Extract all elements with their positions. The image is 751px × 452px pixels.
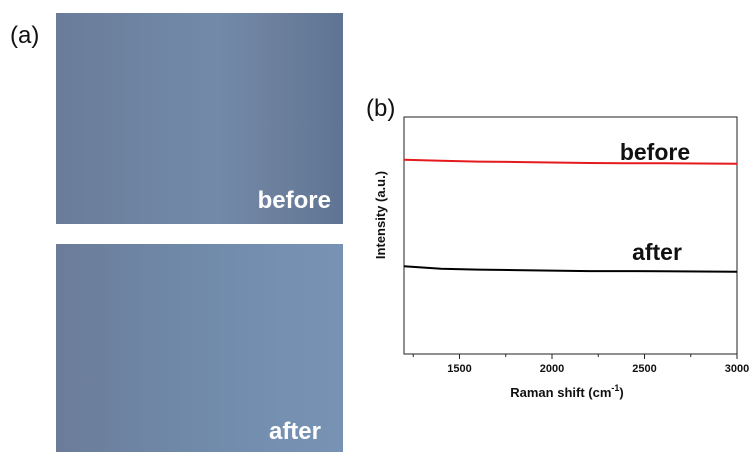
x-axis-title-main: Raman shift (cm [510, 385, 611, 400]
curve-label-after: after [632, 239, 682, 265]
photo-before: before [56, 13, 343, 224]
curve-label-before: before [620, 139, 690, 165]
plot-frame [403, 116, 738, 355]
photo-after: after [56, 244, 343, 452]
x-axis-title-superscript: -1 [611, 383, 619, 393]
panel-a-label: (a) [10, 22, 40, 49]
panel-b-label: (b) [366, 95, 396, 122]
x-tick-label: 2500 [632, 363, 656, 375]
photo-after-caption: after [268, 418, 321, 445]
spectrum-line-before [403, 158, 738, 165]
spectra-curves [403, 158, 738, 273]
curve-labels: before after [620, 139, 690, 265]
photo-before-caption: before [257, 187, 331, 214]
x-axis-title-suffix: ) [619, 385, 623, 400]
y-axis-title: Intensity (a.u.) [373, 171, 388, 259]
x-tick-label: 2000 [540, 363, 564, 375]
x-axis-ticks: 1500 2000 2500 3000 [412, 354, 749, 375]
x-tick-label: 3000 [725, 363, 749, 375]
spectrum-line-after [403, 265, 738, 273]
x-tick-label: 1500 [447, 363, 471, 375]
x-axis-title: Raman shift (cm-1) [510, 383, 624, 400]
